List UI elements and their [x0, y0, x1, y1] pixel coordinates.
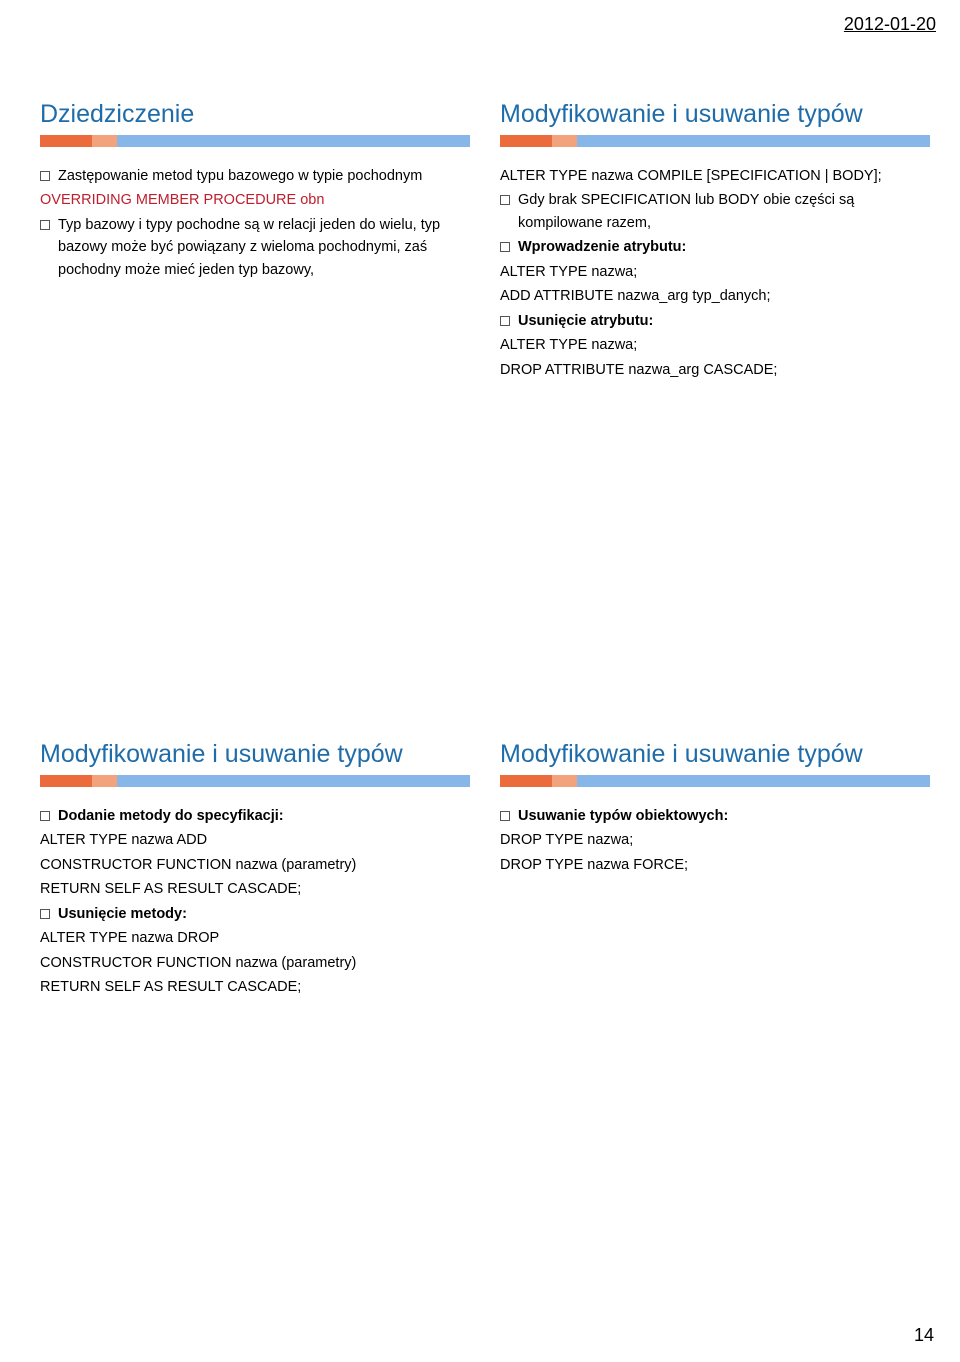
bullet-icon	[40, 811, 50, 821]
text-line: ALTER TYPE nazwa DROP	[40, 927, 470, 949]
bullet-icon	[500, 811, 510, 821]
text-line: DROP ATTRIBUTE nazwa_arg CASCADE;	[500, 359, 930, 381]
bullet-text: Usunięcie metody:	[58, 903, 470, 925]
slide-content: ALTER TYPE nazwa COMPILE [SPECIFICATION …	[500, 165, 930, 381]
slide-content: Usuwanie typów obiektowych:DROP TYPE naz…	[500, 805, 930, 876]
bullet-item: Wprowadzenie atrybutu:	[500, 236, 930, 258]
slide-content: Zastępowanie metod typu bazowego w typie…	[40, 165, 470, 281]
bullet-icon	[500, 195, 510, 205]
bullet-item: Typ bazowy i typy pochodne są w relacji …	[40, 214, 470, 281]
slide-content: Dodanie metody do specyfikacji:ALTER TYP…	[40, 805, 470, 999]
bullet-item: Gdy brak SPECIFICATION lub BODY obie czę…	[500, 189, 930, 234]
bullet-item: Zastępowanie metod typu bazowego w typie…	[40, 165, 470, 187]
slide-title: Dziedziczenie	[40, 100, 470, 129]
bullet-icon	[500, 316, 510, 326]
text-line: CONSTRUCTOR FUNCTION nazwa (parametry)	[40, 952, 470, 974]
bullet-item: Usunięcie atrybutu:	[500, 310, 930, 332]
slide-title: Modyfikowanie i usuwanie typów	[500, 100, 930, 129]
title-bar	[500, 135, 930, 147]
bar-segment-orange	[40, 775, 92, 787]
bar-segment-light-orange	[552, 775, 578, 787]
bar-segment-orange	[40, 135, 92, 147]
bar-segment-light-orange	[552, 135, 578, 147]
text-line: DROP TYPE nazwa FORCE;	[500, 854, 930, 876]
bullet-text: Usunięcie atrybutu:	[518, 310, 930, 332]
text-line: DROP TYPE nazwa;	[500, 829, 930, 851]
slide-2: Modyfikowanie i usuwanie typów ALTER TYP…	[500, 100, 930, 383]
title-bar	[500, 775, 930, 787]
page-number: 14	[914, 1325, 934, 1346]
slide-1: Dziedziczenie Zastępowanie metod typu ba…	[40, 100, 470, 283]
bullet-icon	[500, 242, 510, 252]
bullet-text: Typ bazowy i typy pochodne są w relacji …	[58, 214, 470, 281]
title-bar	[40, 775, 470, 787]
text-line: RETURN SELF AS RESULT CASCADE;	[40, 976, 470, 998]
slide-4: Modyfikowanie i usuwanie typów Usuwanie …	[500, 740, 930, 878]
bullet-item: Usunięcie metody:	[40, 903, 470, 925]
bar-segment-blue	[117, 135, 470, 147]
text-line: ALTER TYPE nazwa COMPILE [SPECIFICATION …	[500, 165, 930, 187]
bar-segment-orange	[500, 775, 552, 787]
slide-3: Modyfikowanie i usuwanie typów Dodanie m…	[40, 740, 470, 1001]
text-line: ADD ATTRIBUTE nazwa_arg typ_danych;	[500, 285, 930, 307]
bullet-text: Zastępowanie metod typu bazowego w typie…	[58, 165, 470, 187]
bar-segment-blue	[117, 775, 470, 787]
date-header: 2012-01-20	[844, 14, 936, 35]
bar-segment-light-orange	[92, 775, 118, 787]
bullet-text: Gdy brak SPECIFICATION lub BODY obie czę…	[518, 189, 930, 234]
text-line: ALTER TYPE nazwa;	[500, 334, 930, 356]
slide-title: Modyfikowanie i usuwanie typów	[40, 740, 470, 769]
bullet-text: Dodanie metody do specyfikacji:	[58, 805, 470, 827]
text-line: OVERRIDING MEMBER PROCEDURE obn	[40, 189, 470, 211]
bar-segment-orange	[500, 135, 552, 147]
slide-title: Modyfikowanie i usuwanie typów	[500, 740, 930, 769]
text-line: ALTER TYPE nazwa;	[500, 261, 930, 283]
bullet-text: Wprowadzenie atrybutu:	[518, 236, 930, 258]
text-line: ALTER TYPE nazwa ADD	[40, 829, 470, 851]
bullet-item: Dodanie metody do specyfikacji:	[40, 805, 470, 827]
bullet-icon	[40, 220, 50, 230]
bar-segment-blue	[577, 135, 930, 147]
bullet-text: Usuwanie typów obiektowych:	[518, 805, 930, 827]
bullet-icon	[40, 909, 50, 919]
bar-segment-light-orange	[92, 135, 118, 147]
text-line: RETURN SELF AS RESULT CASCADE;	[40, 878, 470, 900]
bar-segment-blue	[577, 775, 930, 787]
text-line: CONSTRUCTOR FUNCTION nazwa (parametry)	[40, 854, 470, 876]
bullet-icon	[40, 171, 50, 181]
title-bar	[40, 135, 470, 147]
bullet-item: Usuwanie typów obiektowych:	[500, 805, 930, 827]
